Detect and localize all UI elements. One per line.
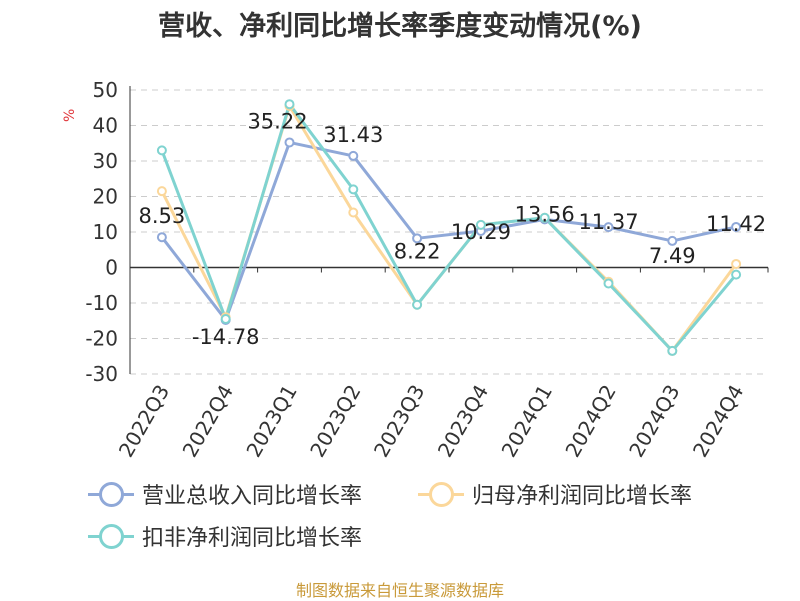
x-tick-label: 2023Q1 xyxy=(241,381,301,462)
data-point xyxy=(667,345,678,356)
x-tick-label: 2024Q4 xyxy=(688,381,748,462)
legend-marker-icon xyxy=(88,481,134,507)
data-point xyxy=(603,278,614,289)
x-tick-label: 2023Q4 xyxy=(433,381,493,462)
data-point xyxy=(731,221,742,232)
x-tick-label: 2024Q1 xyxy=(497,381,557,462)
y-tick-label: -30 xyxy=(85,362,118,386)
legend-label: 扣非净利润同比增长率 xyxy=(142,526,363,551)
data-point xyxy=(475,219,486,230)
y-tick-label: 50 xyxy=(93,78,118,102)
y-tick-label: 40 xyxy=(93,114,118,138)
data-point xyxy=(156,186,167,197)
data-point xyxy=(348,184,359,195)
x-tick-label: 2024Q3 xyxy=(624,381,684,462)
series-line xyxy=(160,102,738,353)
data-label: 8.22 xyxy=(394,239,441,263)
data-label: 11.37 xyxy=(578,210,638,234)
y-tick-label: 20 xyxy=(93,185,118,209)
legend-item-net-profit[interactable]: 归母净利润同比增长率 xyxy=(418,478,692,510)
data-point xyxy=(412,299,423,310)
data-point xyxy=(156,145,167,156)
data-point xyxy=(731,258,742,269)
data-point xyxy=(731,269,742,280)
y-tick-label: 0 xyxy=(105,256,118,280)
data-label: -14.78 xyxy=(192,325,260,349)
legend-item-deducted-net-profit[interactable]: 扣非净利润同比增长率 xyxy=(88,520,362,552)
y-tick-label: 10 xyxy=(93,220,118,244)
x-tick-label: 2023Q3 xyxy=(369,381,429,462)
legend-label: 归母净利润同比增长率 xyxy=(472,484,693,509)
legend-marker-icon xyxy=(418,481,464,507)
data-label: 7.49 xyxy=(649,244,696,268)
legend-item-revenue[interactable]: 营业总收入同比增长率 xyxy=(88,478,362,510)
data-label: 31.43 xyxy=(323,123,383,147)
data-source-note: 制图数据来自恒生聚源数据库 xyxy=(295,581,504,600)
data-point xyxy=(603,222,614,233)
x-tick-label: 2023Q2 xyxy=(305,381,365,462)
legend-marker-icon xyxy=(88,523,134,549)
x-tick-label: 2022Q3 xyxy=(114,381,174,462)
y-tick-label: -10 xyxy=(85,291,118,315)
y-tick-label: 30 xyxy=(93,149,118,173)
chart-title: 营收、净利同比增长率季度变动情况(%) xyxy=(158,11,642,42)
data-point xyxy=(348,207,359,218)
data-point xyxy=(348,150,359,161)
y-tick-label: -20 xyxy=(85,327,118,351)
data-label: 10.29 xyxy=(451,220,511,244)
data-point xyxy=(284,137,295,148)
data-point xyxy=(667,235,678,246)
data-point xyxy=(156,232,167,243)
series-line xyxy=(160,140,737,322)
data-label: 8.53 xyxy=(139,204,186,228)
data-label: 35.22 xyxy=(247,109,307,133)
series-line xyxy=(160,104,738,353)
data-point xyxy=(412,233,423,244)
data-point xyxy=(220,313,231,324)
x-tick-label: 2022Q4 xyxy=(178,381,238,462)
data-point xyxy=(539,212,550,223)
data-point xyxy=(284,99,295,110)
x-tick-label: 2024Q2 xyxy=(560,381,620,462)
data-label: 13.56 xyxy=(515,202,575,226)
legend-label: 营业总收入同比增长率 xyxy=(142,484,363,509)
data-label: 11.42 xyxy=(706,212,766,236)
